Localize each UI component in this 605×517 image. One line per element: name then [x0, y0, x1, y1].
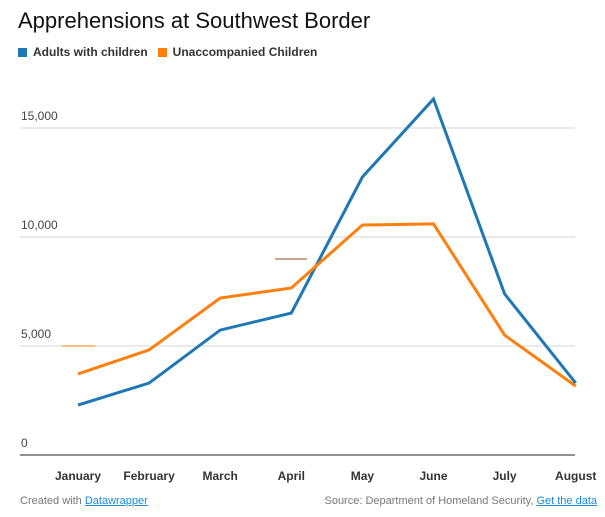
source-text: Source: Department of Homeland Security,: [324, 495, 534, 507]
datawrapper-link[interactable]: Datawrapper: [84, 495, 148, 507]
footer-source: Source: Department of Homeland Security,…: [324, 495, 597, 507]
legend-item-adults: Adults with children: [18, 45, 148, 59]
series-line-adults: [77, 96, 577, 407]
x-tick-label: February: [123, 469, 175, 483]
y-tick-label: 5,000: [21, 327, 51, 341]
legend-swatch: [18, 47, 27, 57]
get-the-data-link[interactable]: Get the data: [536, 495, 597, 507]
x-tick-label: August: [555, 469, 596, 483]
x-tick-label: July: [493, 469, 517, 483]
series-line-unaccompanied: [77, 222, 577, 388]
legend-item-unaccompanied: Unaccompanied Children: [157, 45, 318, 59]
legend: Adults with children Unaccompanied Child…: [18, 45, 317, 59]
x-tick-label: June: [419, 469, 447, 483]
chart-title: Apprehensions at Southwest Border: [18, 8, 371, 33]
legend-swatch: [157, 47, 167, 57]
x-tick-label: January: [55, 469, 101, 483]
created-with-text: Created with: [20, 495, 82, 507]
x-tick-label: April: [278, 469, 305, 483]
y-tick-label: 0: [21, 436, 28, 450]
x-tick-label: May: [351, 469, 375, 483]
legend-label: Unaccompanied Children: [172, 45, 318, 59]
x-tick-label: March: [203, 469, 238, 483]
y-tick-label: 10,000: [21, 218, 58, 232]
legend-label: Adults with children: [33, 45, 148, 59]
y-tick-label: 15,000: [21, 109, 58, 123]
footer-credit: Created with Datawrapper: [20, 495, 148, 507]
